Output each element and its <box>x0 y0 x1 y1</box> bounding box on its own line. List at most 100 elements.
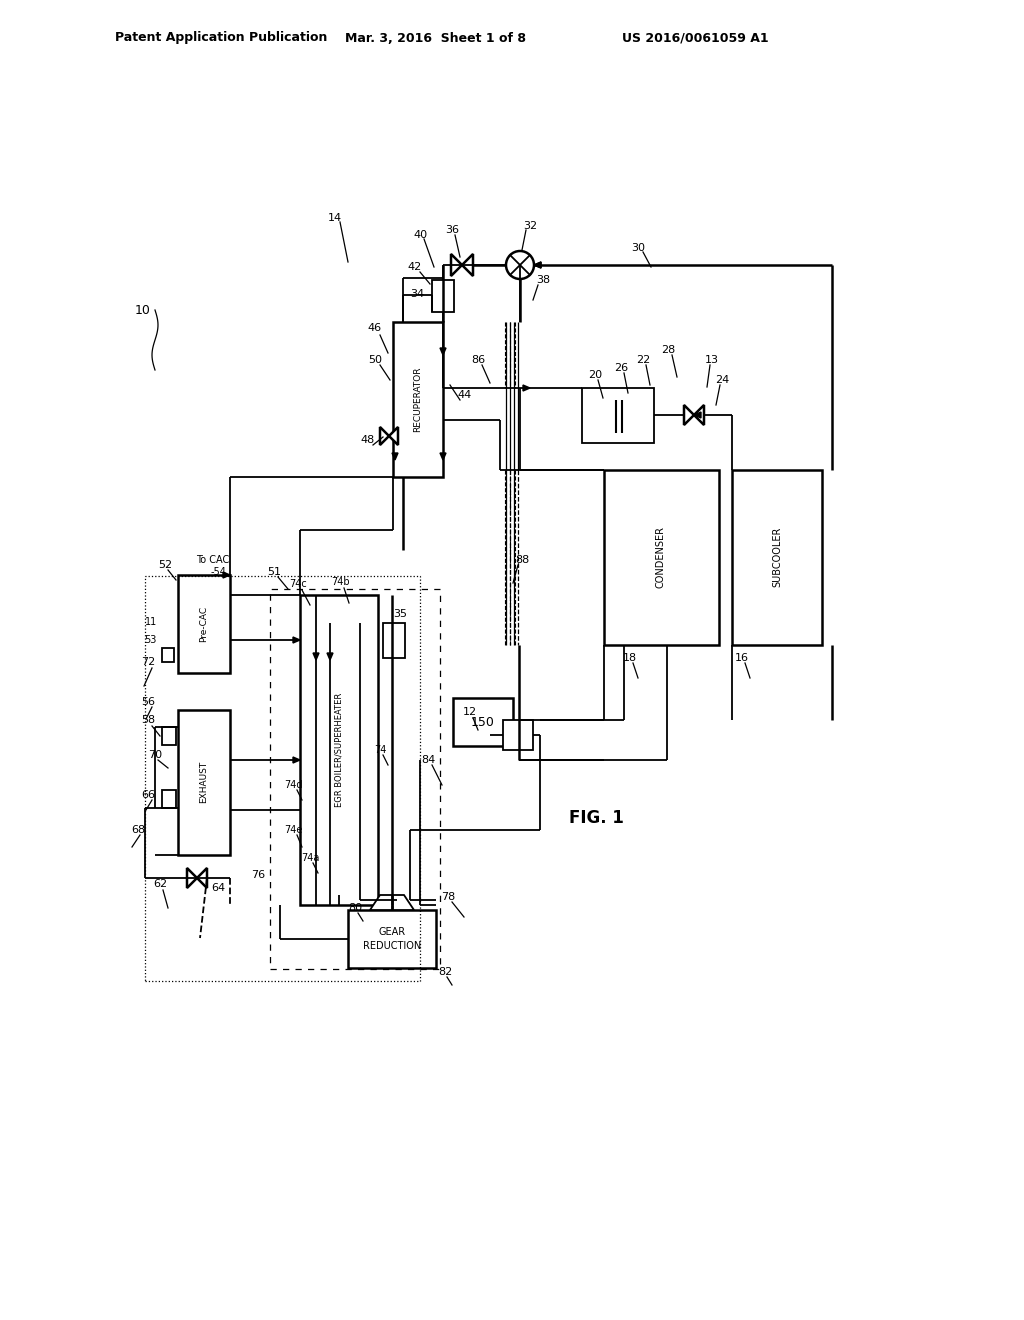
Text: 13: 13 <box>705 355 719 366</box>
Bar <box>178 576 230 673</box>
Text: 74d: 74d <box>284 780 302 789</box>
Text: 28: 28 <box>660 345 675 355</box>
Text: 30: 30 <box>631 243 645 253</box>
Text: Mar. 3, 2016  Sheet 1 of 8: Mar. 3, 2016 Sheet 1 of 8 <box>345 32 526 45</box>
Text: 78: 78 <box>441 892 455 902</box>
Polygon shape <box>223 572 230 578</box>
Text: 68: 68 <box>131 825 145 836</box>
Text: EXHAUST: EXHAUST <box>200 760 209 803</box>
Text: 76: 76 <box>251 870 265 880</box>
Text: 74c: 74c <box>289 579 307 589</box>
Text: 150: 150 <box>471 715 495 729</box>
Text: 64: 64 <box>211 883 225 894</box>
Text: 42: 42 <box>408 261 422 272</box>
Polygon shape <box>694 405 705 425</box>
Polygon shape <box>462 253 473 276</box>
Bar <box>503 719 534 750</box>
Text: 11: 11 <box>144 616 157 627</box>
Polygon shape <box>389 426 398 445</box>
Text: Patent Application Publication: Patent Application Publication <box>115 32 328 45</box>
Polygon shape <box>534 261 541 268</box>
Text: 46: 46 <box>368 323 382 333</box>
Polygon shape <box>293 638 300 643</box>
Text: 10: 10 <box>135 304 151 317</box>
Text: GEAR: GEAR <box>379 927 406 937</box>
Text: 84: 84 <box>421 755 435 766</box>
Polygon shape <box>293 756 300 763</box>
Text: 88: 88 <box>515 554 529 565</box>
Text: 62: 62 <box>153 879 167 888</box>
Polygon shape <box>187 869 197 888</box>
Circle shape <box>506 251 534 279</box>
Bar <box>582 388 654 444</box>
Bar <box>383 623 406 657</box>
Bar <box>162 727 176 744</box>
Polygon shape <box>327 653 333 660</box>
Text: 26: 26 <box>614 363 628 374</box>
Text: 80: 80 <box>348 903 362 913</box>
Text: 74: 74 <box>374 744 386 755</box>
Text: 72: 72 <box>141 657 155 667</box>
Text: 18: 18 <box>623 653 637 663</box>
Polygon shape <box>197 869 207 888</box>
Text: 50: 50 <box>368 355 382 366</box>
Text: 38: 38 <box>536 275 550 285</box>
Polygon shape <box>534 261 541 268</box>
Text: 44: 44 <box>458 389 472 400</box>
Bar <box>732 470 822 645</box>
Bar <box>178 710 230 855</box>
Text: 35: 35 <box>393 609 407 619</box>
Text: 66: 66 <box>141 789 155 800</box>
Text: 20: 20 <box>588 370 602 380</box>
Polygon shape <box>451 253 462 276</box>
Polygon shape <box>380 426 389 445</box>
Text: 34: 34 <box>410 289 424 300</box>
Bar <box>162 648 174 663</box>
Text: EGR BOILER/SUPERHEATER: EGR BOILER/SUPERHEATER <box>335 693 343 807</box>
Text: 58: 58 <box>141 715 155 725</box>
Bar <box>270 589 440 969</box>
Bar <box>145 576 420 981</box>
Bar <box>348 909 436 968</box>
Text: 12: 12 <box>463 708 477 717</box>
Polygon shape <box>694 412 701 418</box>
Text: To CAC: To CAC <box>197 554 229 565</box>
Bar <box>604 470 719 645</box>
Text: 48: 48 <box>360 436 375 445</box>
Text: 32: 32 <box>523 220 537 231</box>
Text: 14: 14 <box>328 213 342 223</box>
Bar <box>393 322 443 477</box>
Polygon shape <box>684 405 694 425</box>
Text: US 2016/0061059 A1: US 2016/0061059 A1 <box>622 32 769 45</box>
Polygon shape <box>440 348 446 355</box>
Text: CONDENSER: CONDENSER <box>656 525 666 587</box>
Text: 74a: 74a <box>301 853 319 863</box>
Polygon shape <box>370 895 414 909</box>
Text: 56: 56 <box>141 697 155 708</box>
Text: 16: 16 <box>735 653 749 663</box>
Bar <box>432 280 454 312</box>
Polygon shape <box>392 453 398 459</box>
Text: 24: 24 <box>715 375 729 385</box>
Text: 82: 82 <box>438 968 453 977</box>
Text: RECUPERATOR: RECUPERATOR <box>414 366 423 432</box>
Polygon shape <box>440 453 446 459</box>
Text: REDUCTION: REDUCTION <box>362 941 421 950</box>
Text: FIG. 1: FIG. 1 <box>568 809 624 828</box>
Text: SUBCOOLER: SUBCOOLER <box>772 527 782 587</box>
Text: 53: 53 <box>144 635 157 645</box>
Bar <box>162 789 176 808</box>
Text: 74e: 74e <box>284 825 302 836</box>
Polygon shape <box>523 385 530 391</box>
Polygon shape <box>313 653 319 660</box>
Bar <box>453 698 513 746</box>
Text: 86: 86 <box>471 355 485 366</box>
Text: 40: 40 <box>414 230 428 240</box>
Text: 51: 51 <box>267 568 281 577</box>
Bar <box>300 595 378 906</box>
Text: 22: 22 <box>636 355 650 366</box>
Text: 52: 52 <box>158 560 172 570</box>
Text: Pre-CAC: Pre-CAC <box>200 606 209 642</box>
Text: 74b: 74b <box>331 577 349 587</box>
Text: -54: -54 <box>210 568 226 577</box>
